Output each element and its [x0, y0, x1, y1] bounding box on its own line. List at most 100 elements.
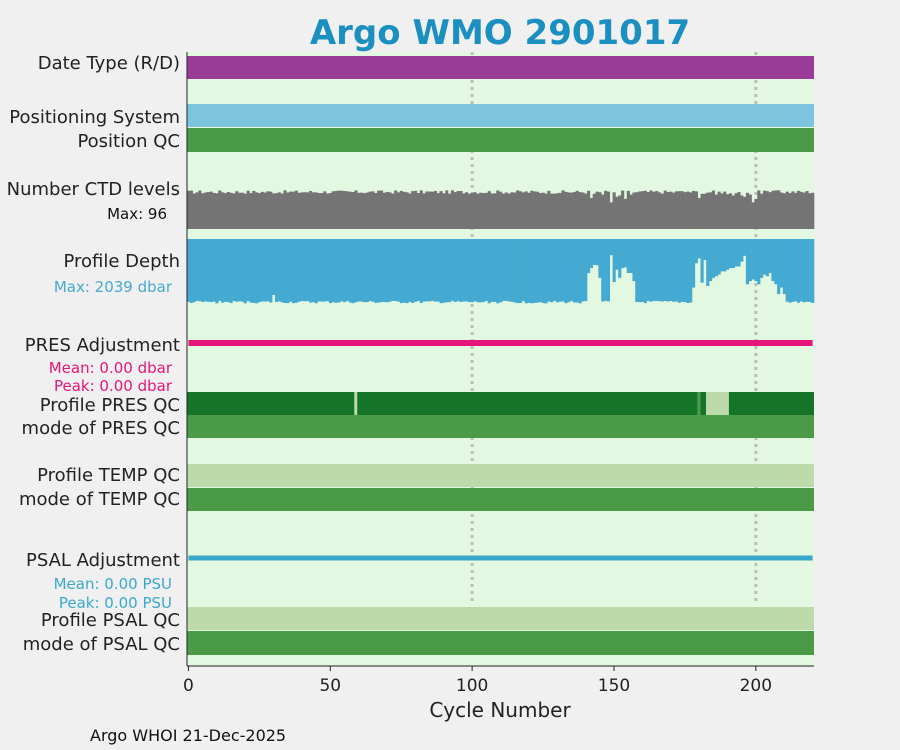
depth-bar — [382, 239, 386, 303]
depth-bar — [368, 239, 372, 302]
ctd-bar — [689, 192, 693, 229]
depth-bar — [283, 239, 287, 303]
ctd-bar — [626, 190, 630, 229]
ctd-bar — [348, 191, 352, 229]
depth-bar — [354, 239, 358, 303]
depth-bar — [286, 239, 290, 304]
depth-bar — [269, 239, 273, 303]
ctd-bar — [777, 190, 781, 229]
depth-bar — [306, 239, 310, 302]
ctd-bar — [459, 191, 463, 229]
ctd-bar — [357, 192, 361, 229]
ctd-bar — [510, 192, 514, 229]
ctd-bar — [320, 193, 324, 229]
depth-bar — [550, 239, 554, 303]
ctd-bar — [692, 190, 696, 229]
depth-bar — [561, 239, 565, 302]
ctd-bar — [587, 190, 591, 229]
depth-bar — [774, 239, 778, 285]
depth-bar — [697, 239, 701, 259]
ctd-bar — [215, 193, 219, 229]
ctd-bar — [768, 192, 772, 229]
ctd-bar — [615, 196, 619, 229]
band-profile-temp-qc — [187, 464, 814, 487]
ctd-bar — [564, 191, 568, 229]
ctd-bar — [331, 191, 335, 229]
ctd-bar — [411, 191, 415, 229]
depth-bar — [513, 239, 517, 303]
depth-bar — [377, 239, 381, 303]
depth-bar — [198, 239, 202, 302]
ctd-bar — [334, 190, 338, 229]
depth-bar — [456, 239, 460, 302]
pres-qc-segment-1 — [354, 392, 358, 415]
depth-bar — [623, 239, 628, 268]
ctd-bar — [252, 190, 256, 229]
depth-bar — [317, 239, 321, 302]
depth-bar — [626, 239, 630, 273]
depth-bar — [187, 239, 191, 302]
depth-bar — [629, 239, 633, 273]
ctd-bar — [391, 193, 395, 229]
depth-bar — [609, 239, 613, 256]
depth-bar — [433, 239, 437, 302]
depth-bar — [260, 239, 264, 302]
depth-bar — [391, 239, 395, 301]
pres-qc-segment-3 — [697, 392, 701, 415]
ctd-bar — [470, 192, 474, 229]
ctd-levels-max-label: Max: 96 — [107, 205, 167, 223]
depth-bar — [235, 239, 239, 302]
ctd-bar — [467, 193, 472, 229]
ctd-bar — [683, 192, 687, 229]
depth-bar — [808, 239, 812, 302]
ctd-bar — [720, 193, 724, 229]
ctd-bar — [521, 192, 525, 229]
depth-bar — [470, 239, 474, 303]
depth-bar — [606, 239, 611, 302]
depth-bar — [779, 239, 784, 288]
band-position-qc — [187, 128, 814, 152]
ctd-bar — [629, 194, 633, 229]
ctd-bar — [326, 193, 330, 229]
ctd-bar — [516, 190, 520, 229]
profile-depth-max-label: Max: 2039 dbar — [54, 278, 173, 296]
ctd-bar — [686, 191, 690, 229]
ctd-bar — [218, 190, 222, 229]
ctd-bar — [198, 190, 202, 229]
ctd-bar — [640, 191, 645, 229]
ctd-bar — [490, 193, 494, 229]
ctd-bar — [226, 192, 230, 229]
depth-bar — [189, 239, 193, 304]
depth-bar — [465, 239, 469, 302]
ctd-bar — [246, 190, 250, 229]
depth-bar — [589, 239, 594, 269]
ctd-bar — [476, 193, 480, 229]
depth-bar — [326, 239, 330, 302]
depth-bar — [223, 239, 228, 302]
ctd-bar — [308, 191, 313, 229]
ctd-bar — [584, 193, 588, 229]
depth-bar — [518, 239, 523, 303]
depth-bar — [618, 239, 622, 278]
ctd-bar — [243, 193, 247, 229]
ctd-bar — [442, 193, 446, 229]
depth-bar — [796, 239, 801, 303]
ctd-bar — [660, 193, 664, 229]
ctd-bar — [570, 192, 574, 229]
depth-bar — [504, 239, 508, 301]
ctd-bar — [728, 193, 733, 229]
depth-bar — [428, 239, 432, 302]
row-label-mode-psal-qc: mode of PSAL QC — [23, 634, 180, 655]
depth-bar — [448, 239, 452, 303]
ctd-bar — [643, 190, 647, 229]
ctd-bar — [291, 191, 296, 229]
depth-bar — [365, 239, 369, 303]
depth-bar — [584, 239, 588, 302]
ctd-bar — [606, 191, 611, 229]
row-label-mode-temp-qc: mode of TEMP QC — [19, 489, 180, 510]
depth-bar — [399, 239, 403, 304]
depth-bar — [249, 239, 253, 303]
ctd-bar — [257, 193, 262, 229]
ctd-bar — [757, 190, 761, 229]
